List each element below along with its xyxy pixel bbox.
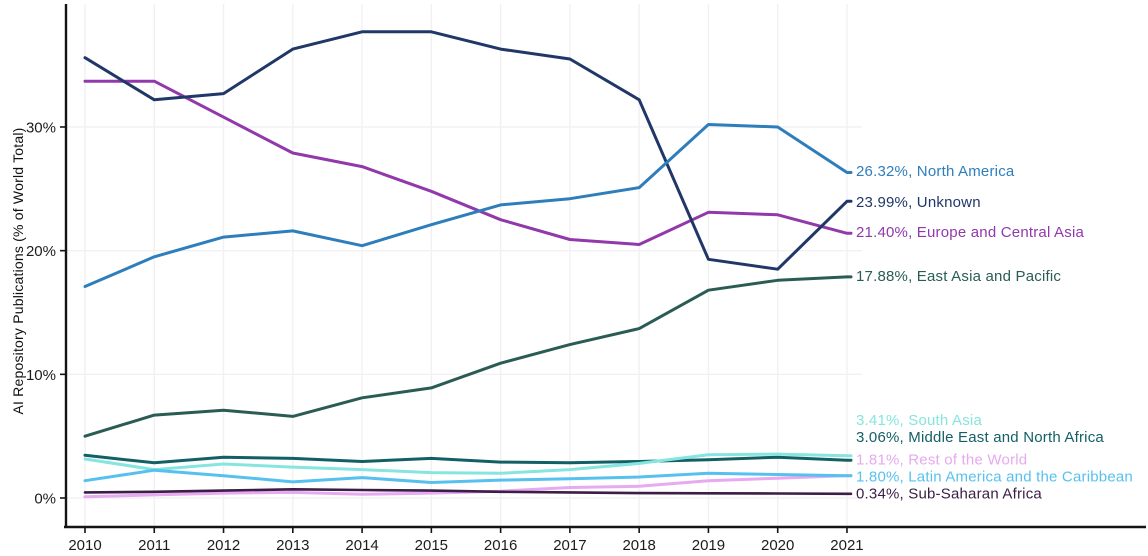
- series-line-sub-saharan-africa: [83, 488, 853, 496]
- x-tick-label: 2018: [622, 537, 655, 554]
- series-end-label-europe-and-central-asia: 21.40%, Europe and Central Asia: [856, 224, 1084, 241]
- series-line-east-asia-and-pacific: [83, 275, 853, 438]
- series-line-middle-east-and-north-africa: [83, 453, 853, 465]
- series-end-label-unknown: 23.99%, Unknown: [856, 194, 981, 211]
- series-end-label-middle-east-and-north-africa: 3.06%, Middle East and North Africa: [856, 429, 1104, 446]
- axes: 0% 10% 20% 30% 2010 2011 2012 2013 2014 2015 2016 2…: [26, 4, 1146, 554]
- series-end-label-north-america: 26.32%, North America: [856, 163, 1015, 180]
- y-tick-label: 10%: [26, 367, 56, 384]
- series-line-europe-and-central-asia: [83, 79, 853, 246]
- series-line-north-america: [83, 123, 853, 288]
- series-end-label-sub-saharan-africa: 0.34%, Sub-Saharan Africa: [856, 486, 1042, 503]
- x-tick-label: 2017: [553, 537, 586, 554]
- y-tick-label: 20%: [26, 243, 56, 260]
- x-tick-label: 2015: [415, 537, 448, 554]
- y-tick-label: 0%: [34, 491, 56, 508]
- x-tick-label: 2020: [761, 537, 794, 554]
- x-tick-label: 2010: [68, 537, 101, 554]
- series-lines: [83, 30, 853, 499]
- x-tick-label: 2014: [345, 537, 378, 554]
- x-tick-label: 2019: [692, 537, 725, 554]
- y-tick-label: 30%: [26, 119, 56, 136]
- x-tick-label: 2012: [207, 537, 240, 554]
- series-line-south-asia: [83, 452, 853, 475]
- series-end-label-south-asia: 3.41%, South Asia: [856, 412, 982, 429]
- series-end-label-latin-america-and-the-caribbean: 1.80%, Latin America and the Caribbean: [856, 469, 1133, 486]
- series-line-unknown: [83, 30, 853, 271]
- x-tick-label: 2021: [830, 537, 863, 554]
- x-tick-label: 2011: [138, 537, 170, 554]
- series-end-label-rest-of-the-world: 1.81%, Rest of the World: [856, 452, 1027, 469]
- x-tick-label: 2013: [276, 537, 309, 554]
- gridlines: [66, 4, 862, 527]
- x-tick-label: 2016: [484, 537, 517, 554]
- y-axis-title: AI Repository Publications (% of World T…: [10, 127, 26, 415]
- series-line-latin-america-and-the-caribbean: [83, 468, 853, 484]
- series-end-label-east-asia-and-pacific: 17.88%, East Asia and Pacific: [856, 268, 1061, 285]
- series-end-labels: 21.40%, Europe and Central Asia 23.99%, U…: [856, 163, 1133, 503]
